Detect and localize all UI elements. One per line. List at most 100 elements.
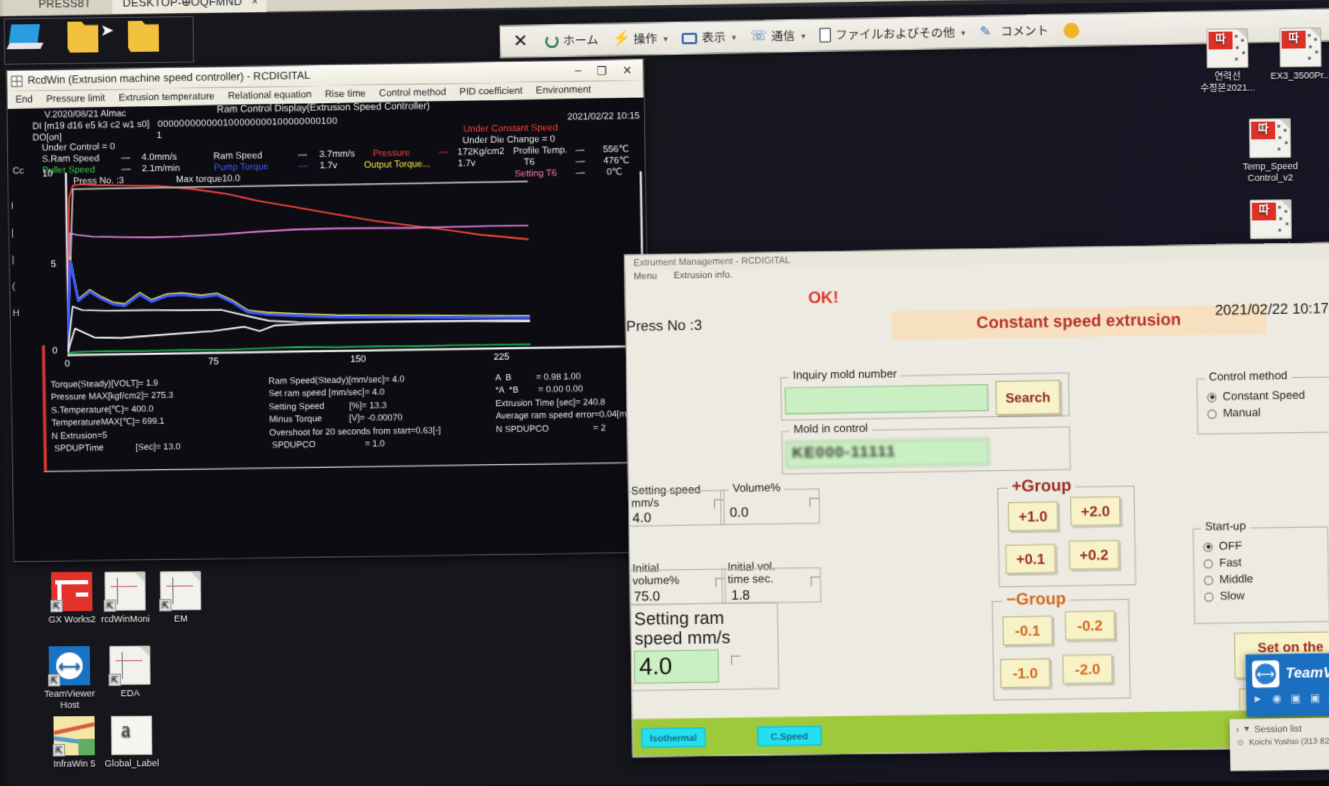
chevron-down-icon: ▾ — [801, 30, 806, 41]
minus-1-0-button[interactable]: -1.0 — [999, 658, 1051, 688]
toolbar-item-communication[interactable]: ☏ 通信 ▾ — [743, 21, 813, 51]
cursor-icon: ➤ — [100, 22, 115, 40]
chevron-down-icon[interactable]: ▾ — [1244, 723, 1250, 734]
chart-series-profile-temp — [66, 225, 531, 352]
chat-icon[interactable]: ▣ — [1290, 693, 1301, 705]
fieldset-legend: Mold in control — [789, 422, 873, 437]
radio-label: Manual — [1222, 406, 1261, 420]
user-icon: ☺ — [1236, 737, 1245, 748]
di-bits: 000000000000100000000100000000100 — [157, 115, 338, 129]
video-icon[interactable]: ► — [1252, 693, 1264, 706]
cspeed-button[interactable]: C.Speed — [757, 725, 822, 747]
icon-label: Global_Label — [104, 757, 160, 769]
toolbar-label: ファイルおよびその他 — [835, 27, 955, 43]
icon-label: InfraWin 5 — [53, 758, 96, 769]
clipboard-icon[interactable]: ▣ — [1309, 692, 1321, 705]
teamviewer-session-list: › ▾ Session list ☺ Koichi Yoshio (313 82… — [1229, 717, 1329, 772]
plus-1-0-button[interactable]: +1.0 — [1007, 501, 1059, 532]
isothermal-button[interactable]: Isothermal — [641, 727, 706, 748]
ram-speed-label: Ram Speed — [213, 149, 263, 161]
radio-startup-slow[interactable]: Slow — [1204, 589, 1329, 603]
toolbar-label: コメント — [1000, 25, 1049, 39]
folder-icon[interactable] — [128, 21, 159, 52]
menu-item-pid-coefficient[interactable]: PID coefficient — [459, 85, 523, 98]
headset-icon[interactable]: ◉ — [1272, 693, 1282, 706]
menu-item-menu[interactable]: Menu — [633, 270, 658, 282]
desktop-icon-teamviewer-host[interactable]: ⟷ ⇱ TeamViewer Host — [37, 646, 101, 711]
radio-label: Slow — [1219, 589, 1245, 603]
smiley-icon[interactable] — [1063, 22, 1080, 39]
toolbar-item-display[interactable]: 表示 ▾ — [675, 22, 744, 52]
desktop-icon-ex3-3500pr[interactable]: 따 EX3_3500Pr... — [1268, 27, 1329, 82]
edge-glyph: ( — [12, 280, 16, 292]
browser-tab-press8t[interactable]: PRESS8T — [38, 0, 91, 15]
minimize-icon[interactable]: – — [574, 64, 582, 77]
bolt-icon: ⚡ — [612, 29, 631, 47]
radio-startup-fast[interactable]: Fast — [1203, 555, 1329, 570]
setting-ram-label: Setting ram speed mm/s — [634, 607, 731, 649]
toolbar-item-comment[interactable]: ✎ コメント — [972, 16, 1056, 47]
menu-item-extrusion-info[interactable]: Extrusion info. — [673, 269, 733, 281]
menu-item-control-method[interactable]: Control method — [379, 86, 447, 100]
close-icon[interactable]: × — [251, 0, 259, 9]
minus-0-1-button[interactable]: -0.1 — [1002, 615, 1053, 646]
toolbar-item-home[interactable]: ホーム — [538, 25, 606, 55]
radio-startup-middle[interactable]: Middle — [1203, 572, 1329, 586]
desktop-icon-temp-speed-control[interactable]: 따 Temp_Speed Control_v2 — [1237, 118, 1302, 184]
chevron-right-icon[interactable]: › — [1235, 723, 1240, 735]
menu-item-relational-equation[interactable]: Relational equation — [227, 89, 312, 102]
setting-ram-value[interactable]: 4.0 — [633, 649, 720, 684]
menu-item-environment[interactable]: Environment — [535, 84, 592, 97]
desktop-icon-yeonryeokseon[interactable]: 따 연력선 수정본2021... — [1195, 28, 1260, 94]
radio-startup-off[interactable]: OFF — [1203, 539, 1328, 553]
folder-icon[interactable] — [67, 21, 98, 52]
desktop-icon-infrawin5[interactable]: ⇱ InfraWin 5 — [42, 716, 106, 770]
plus-0-2-button[interactable]: +0.2 — [1068, 539, 1120, 570]
radio-dot-icon — [1203, 542, 1213, 552]
press-number: Press No :3 — [626, 316, 703, 335]
menu-item-extrusion-temperature[interactable]: Extrusion temperature — [118, 90, 215, 104]
menu-item-rise-time[interactable]: Rise time — [324, 88, 366, 101]
plus-2-0-button[interactable]: +2.0 — [1070, 496, 1121, 527]
session-list-item[interactable]: ☺ Koichi Yoshio (313 822 021) — [1236, 736, 1329, 747]
icon-label: Temp_Speed Control_v2 — [1242, 160, 1299, 184]
minus-2-0-button[interactable]: -2.0 — [1062, 654, 1113, 684]
under-die-change: Under Die Change = 0 — [462, 133, 556, 146]
volume-value[interactable]: 0.0 — [729, 504, 749, 520]
corner-marker — [731, 655, 741, 665]
x-tick-75: 75 — [208, 355, 219, 367]
radio-constant-speed[interactable]: Constant Speed — [1207, 389, 1329, 404]
menu-item-end[interactable]: End — [15, 94, 33, 106]
home-icon — [545, 33, 560, 48]
pressure-label: Pressure — [372, 147, 411, 159]
mode-banner: Constant speed extrusion — [891, 304, 1267, 341]
file-icon — [819, 27, 832, 43]
search-button[interactable]: Search — [995, 379, 1061, 416]
rcdwin-edge-glyphs: I | | ( H — [11, 192, 29, 326]
icon-label: EDA — [120, 687, 140, 699]
hwp-doc-icon: 따 — [1279, 27, 1322, 68]
close-icon[interactable]: ✕ — [512, 30, 529, 51]
icon-label: rcdWinMoni — [100, 613, 150, 625]
corner-marker — [810, 576, 821, 586]
map-icon: ⇱ — [52, 716, 95, 757]
maximize-icon[interactable]: ❐ — [596, 64, 607, 78]
setting-speed-value[interactable]: 4.0 — [632, 509, 652, 526]
inquiry-mold-input[interactable] — [784, 384, 989, 415]
plus-0-1-button[interactable]: +0.1 — [1005, 543, 1056, 574]
toolbar-item-operation[interactable]: ⚡ 操作 ▾ — [605, 24, 675, 54]
chevron-down-icon: ▾ — [663, 33, 668, 44]
icon-label: EM — [173, 613, 188, 624]
menu-item-pressure-limit[interactable]: Pressure limit — [46, 92, 106, 106]
icon-label: GX Works2 — [48, 614, 96, 625]
radio-manual[interactable]: Manual — [1207, 406, 1329, 420]
desktop-icon-global-label[interactable]: a Global_Label — [100, 715, 164, 770]
close-icon[interactable]: ✕ — [622, 64, 632, 77]
desktop-icon-em[interactable]: ⇱ EM — [149, 570, 213, 625]
minus-0-2-button[interactable]: -0.2 — [1064, 610, 1116, 641]
toolbar-item-files[interactable]: ファイルおよびその他 ▾ — [812, 18, 972, 50]
new-tab-icon[interactable]: + — [182, 0, 191, 11]
desktop-icon-eda[interactable]: ⇱ EDA — [98, 645, 162, 700]
session-name: Koichi Yoshio (313 822 021) — [1248, 736, 1329, 747]
laptop-icon[interactable] — [6, 24, 44, 53]
